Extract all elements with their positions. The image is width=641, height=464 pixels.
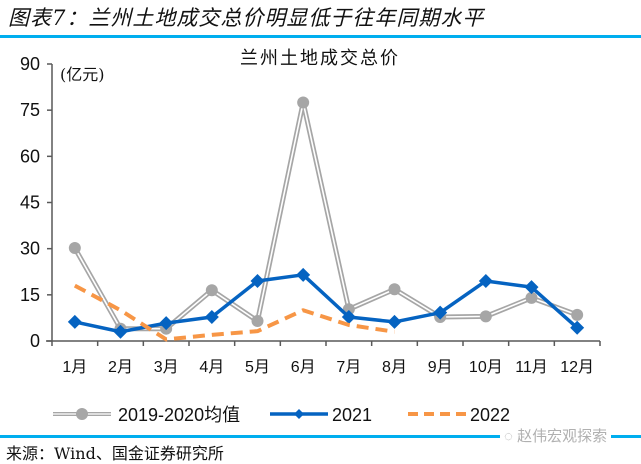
chart-title: 兰州土地成交总价 (240, 48, 400, 69)
series-2019-2020均值 (68, 96, 584, 335)
bottom-rule (0, 435, 641, 438)
top-rule (0, 35, 641, 38)
axes: 0 15 30 45 60 75 90 1月 2月 3月 4月 5月 6月 7月 8月 9月 10月 11月 12月 (20, 54, 601, 376)
legend-circle-icon (76, 408, 88, 420)
legend-item-2022: 2022 (408, 405, 510, 425)
legend-diamond-icon (294, 409, 304, 419)
data-point (204, 309, 219, 324)
legend-label: 2019-2020均值 (118, 405, 240, 425)
y-tick-label: 45 (20, 193, 40, 213)
data-point (250, 273, 265, 288)
data-point (524, 280, 539, 295)
x-tick-label: 11月 (515, 359, 548, 376)
x-tick-label: 6月 (291, 359, 316, 376)
legend: 2019-2020均值 2021 2022 (53, 405, 510, 425)
x-tick-label: 2月 (108, 359, 133, 376)
data-point (570, 320, 585, 335)
data-point (479, 310, 492, 323)
x-tick-label: 12月 (560, 359, 594, 376)
legend-label: 2021 (332, 405, 372, 425)
figure-title: 图表7：兰州土地成交总价明显低于往年同期水平 (8, 6, 485, 30)
x-tick-label: 7月 (336, 359, 361, 376)
y-tick-label: 15 (20, 285, 40, 305)
legend-item-2019-2020均值: 2019-2020均值 (53, 405, 240, 425)
data-point (433, 305, 448, 320)
watermark: ◌ 赵伟宏观探索 (500, 425, 612, 446)
data-point (341, 309, 356, 324)
data-point (296, 267, 311, 282)
legend-item-2021: 2021 (270, 405, 372, 425)
data-point (297, 96, 310, 109)
data-point (571, 308, 584, 321)
data-point (205, 284, 218, 297)
x-tick-label: 4月 (199, 359, 224, 376)
y-tick-label: 30 (20, 239, 40, 259)
y-tick-label: 60 (20, 146, 40, 166)
y-tick-label: 75 (20, 100, 40, 120)
y-tick-label: 0 (30, 331, 40, 351)
series-group (67, 96, 585, 342)
data-point (525, 291, 538, 304)
wechat-icon: ◌ (504, 428, 518, 445)
x-tick-label: 5月 (245, 359, 270, 376)
data-point (478, 273, 493, 288)
legend-label: 2022 (470, 405, 510, 425)
data-point (113, 324, 128, 339)
x-tick-label: 9月 (428, 359, 453, 376)
data-point (388, 283, 401, 296)
data-point (68, 242, 81, 255)
data-point (67, 314, 82, 329)
y-tick-label: 90 (20, 54, 40, 74)
series-2021 (67, 267, 585, 339)
x-tick-label: 10月 (469, 359, 503, 376)
y-axis-unit: (亿元) (60, 65, 105, 84)
source-note: 来源：Wind、国金证券研究所 (6, 444, 224, 463)
x-tick-label: 1月 (62, 359, 87, 376)
x-tick-label: 8月 (382, 359, 407, 376)
data-point (251, 314, 264, 327)
data-point (159, 316, 174, 331)
series-2022 (73, 283, 395, 342)
data-point (387, 314, 402, 329)
x-tick-label: 3月 (154, 359, 179, 376)
